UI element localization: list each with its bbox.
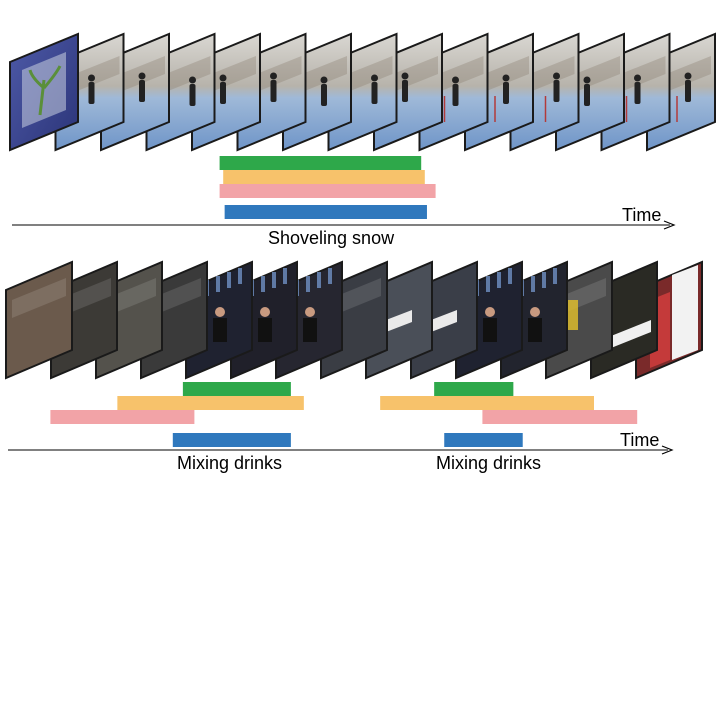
time-label-row1: Time [622,205,661,225]
video-frame [9,32,79,152]
time-axis-row2 [8,445,674,455]
blue-annotation-bar [444,433,523,447]
pink-annotation-bar [50,410,195,424]
pink-annotation-bar [219,184,436,198]
action-label-shoveling-snow: Shoveling snow [268,228,395,248]
green-annotation-bar [182,382,291,396]
action-label-mixing-drinks-1: Mixing drinks [177,453,282,473]
blue-annotation-bar [172,433,291,447]
pink-annotation-bar [482,410,638,424]
annotation-bars-row2 [50,382,638,447]
blue-annotation-bar [224,205,427,219]
time-axis-row1 [12,220,676,230]
annotation-bars-row1 [219,156,436,219]
green-annotation-bar [434,382,514,396]
orange-annotation-bar [380,396,594,410]
video-frame [5,260,73,380]
time-label-row2: Time [620,430,659,450]
video-frames-mixing-drinks [5,260,703,380]
green-annotation-bar [219,156,422,170]
orange-annotation-bar [117,396,304,410]
action-label-mixing-drinks-2: Mixing drinks [436,453,541,473]
orange-annotation-bar [223,170,425,184]
video-frames-shoveling-snow [9,32,716,152]
